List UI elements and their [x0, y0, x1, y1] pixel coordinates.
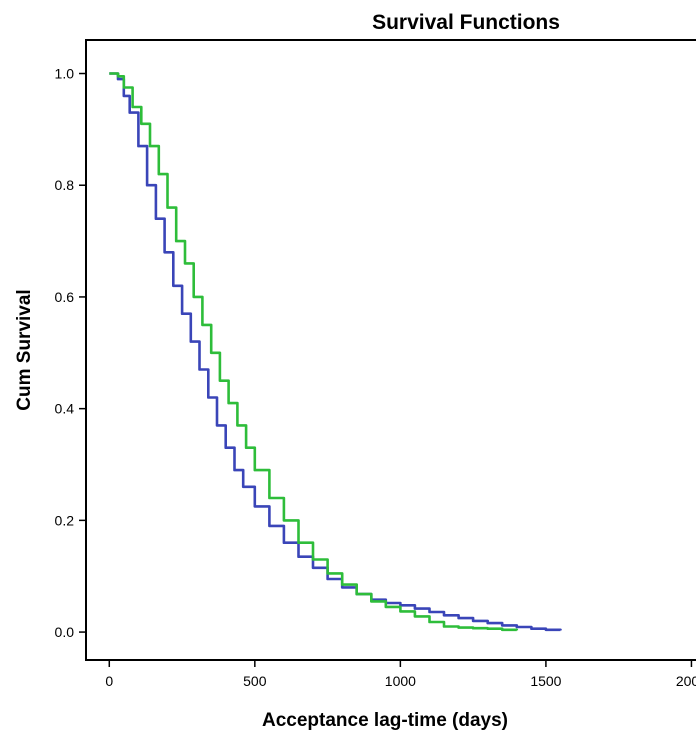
x-tick-label: 1500	[530, 673, 561, 689]
plot-frame	[85, 39, 696, 661]
y-tick-label: 0.2	[55, 512, 75, 528]
y-axis-label: Cum Survival	[14, 289, 35, 410]
y-tick-label: 0.0	[55, 624, 75, 640]
y-tick-label: 0.8	[55, 177, 75, 193]
survival-curve-1	[109, 72, 562, 632]
x-tick-label: 500	[243, 673, 267, 689]
chart-title: Survival Functions	[372, 11, 560, 34]
y-tick-label: 0.4	[55, 401, 75, 417]
x-axis-label: Acceptance lag-time (days)	[262, 710, 508, 731]
series-layer	[109, 72, 562, 632]
x-axis-ticks: 0 500 1000 1500 2000	[105, 660, 696, 689]
y-tick-label: 1.0	[55, 66, 75, 82]
x-tick-label: 1000	[385, 673, 416, 689]
y-tick-label: 0.6	[55, 289, 75, 305]
y-axis-ticks: 0.0 0.2 0.4 0.6 0.8 1.0	[55, 66, 86, 640]
x-tick-label: 0	[105, 673, 113, 689]
survival-curve-2	[109, 72, 519, 632]
x-tick-label: 2000	[676, 673, 696, 689]
